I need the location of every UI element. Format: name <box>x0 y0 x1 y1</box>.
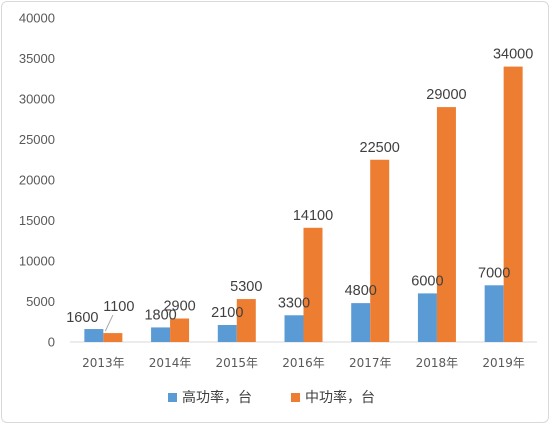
y-tick-label: 5000 <box>26 294 55 309</box>
data-label: 34000 <box>493 47 533 63</box>
data-label: 1100 <box>103 299 134 315</box>
y-tick-label: 20000 <box>19 173 55 188</box>
data-label: 7000 <box>478 265 510 281</box>
bar-high-power <box>417 293 437 342</box>
legend-label-high-power: 高功率，台 <box>182 389 252 406</box>
x-category-label: 2013年 <box>82 356 125 370</box>
bar-mid-power <box>370 159 390 342</box>
legend-label-mid-power: 中功率，台 <box>305 389 375 406</box>
data-label: 4800 <box>345 283 377 299</box>
y-tick-label: 10000 <box>19 254 55 269</box>
x-category-label: 2017年 <box>349 356 392 370</box>
legend-swatch-high-power <box>168 393 177 402</box>
data-label: 5300 <box>230 279 262 295</box>
bar-mid-power <box>436 107 456 342</box>
bar-mid-power <box>303 227 323 342</box>
x-category-label: 2015年 <box>216 356 259 370</box>
data-label: 29000 <box>426 87 466 103</box>
y-tick-label: 35000 <box>19 51 55 66</box>
data-label: 2100 <box>211 305 243 321</box>
y-axis-ticks: 0 5000 10000 15000 20000 25000 30000 35000 40000 <box>19 11 55 350</box>
legend-swatch-mid-power <box>291 393 300 402</box>
bar-mid-power <box>170 318 190 342</box>
legend: 高功率，台 中功率，台 <box>168 389 375 406</box>
x-category-label: 2016年 <box>282 356 325 370</box>
y-tick-label: 30000 <box>19 92 55 107</box>
bar-high-power <box>217 324 237 342</box>
x-category-label: 2014年 <box>149 356 192 370</box>
bar-mid-power <box>236 299 256 342</box>
data-label-leader-line <box>104 314 114 332</box>
data-label: 22500 <box>360 140 400 156</box>
bars-group <box>84 66 523 342</box>
data-label: 3300 <box>278 295 310 311</box>
x-category-label: 2018年 <box>416 356 459 370</box>
bar-high-power <box>151 327 171 342</box>
data-label: 6000 <box>411 273 443 289</box>
bar-high-power <box>84 329 104 342</box>
bar-high-power <box>284 315 304 342</box>
y-tick-label: 15000 <box>19 213 55 228</box>
y-tick-label: 40000 <box>19 11 55 26</box>
x-category-label: 2019年 <box>482 356 525 370</box>
x-axis-categories: 2013年 2014年 2015年 2016年 2017年 2018年 2019年 <box>82 356 525 370</box>
data-label: 14100 <box>293 208 333 224</box>
bar-high-power <box>484 285 504 342</box>
data-label: 2900 <box>163 299 195 315</box>
y-tick-label: 25000 <box>19 132 55 147</box>
data-label: 1800 <box>144 307 176 323</box>
y-tick-label: 0 <box>48 335 55 350</box>
bar-high-power <box>351 303 371 342</box>
bar-mid-power <box>103 333 123 342</box>
bar-mid-power <box>503 66 523 342</box>
data-label: 1600 <box>66 310 98 326</box>
